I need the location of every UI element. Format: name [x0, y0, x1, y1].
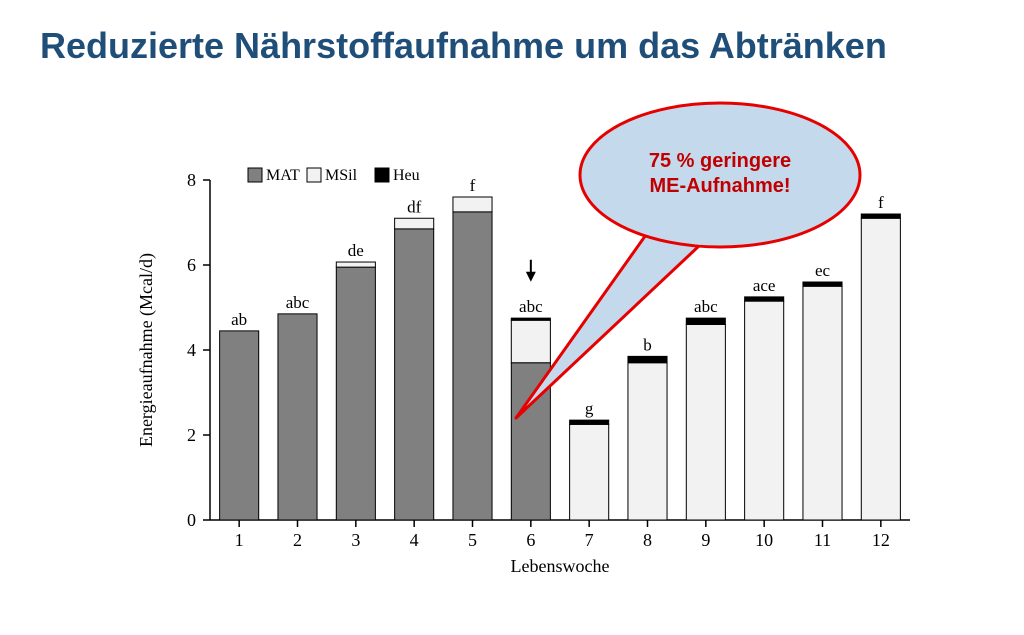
svg-text:2: 2 [293, 530, 302, 550]
svg-text:ec: ec [815, 261, 831, 280]
svg-text:1: 1 [235, 530, 244, 550]
svg-text:12: 12 [872, 530, 890, 550]
svg-text:8: 8 [187, 170, 196, 190]
svg-text:0: 0 [187, 510, 196, 530]
svg-text:b: b [643, 335, 652, 354]
svg-text:10: 10 [755, 530, 773, 550]
svg-text:de: de [348, 241, 364, 260]
svg-text:g: g [585, 399, 594, 418]
svg-text:f: f [470, 176, 476, 195]
svg-text:Heu: Heu [393, 167, 420, 184]
svg-text:5: 5 [468, 530, 477, 550]
callout-text: 75 % geringere ME-Aufnahme! [610, 149, 830, 199]
chart-container: 0 2 4 6 8 Energieaufnahme (Mcal/d) ab 1 abc 2 de 3 d… [120, 150, 930, 590]
svg-text:9: 9 [701, 530, 710, 550]
svg-text:abc: abc [694, 297, 718, 316]
svg-text:4: 4 [410, 530, 419, 550]
svg-text:3: 3 [351, 530, 360, 550]
svg-text:6: 6 [526, 530, 535, 550]
svg-text:Lebenswoche: Lebenswoche [511, 556, 610, 576]
svg-text:8: 8 [643, 530, 652, 550]
svg-text:MAT: MAT [266, 167, 300, 184]
svg-text:6: 6 [187, 255, 196, 275]
svg-text:11: 11 [814, 530, 831, 550]
svg-text:4: 4 [187, 340, 196, 360]
svg-text:7: 7 [585, 530, 594, 550]
svg-text:MSil: MSil [325, 167, 358, 184]
page-title: Reduzierte Nährstoffaufnahme um das Abtr… [40, 25, 887, 67]
callout-line1: 75 % geringere [649, 150, 791, 172]
energy-bar-chart: 0 2 4 6 8 Energieaufnahme (Mcal/d) ab 1 abc 2 de 3 d… [120, 150, 930, 590]
svg-text:abc: abc [286, 293, 310, 312]
svg-text:Energieaufnahme (Mcal/d): Energieaufnahme (Mcal/d) [136, 253, 157, 447]
svg-text:df: df [407, 197, 422, 216]
svg-text:ab: ab [231, 310, 247, 329]
callout-line2: ME-Aufnahme! [649, 175, 790, 197]
svg-text:ace: ace [753, 276, 776, 295]
svg-text:f: f [878, 193, 884, 212]
svg-text:abc: abc [519, 297, 543, 316]
svg-text:2: 2 [187, 425, 196, 445]
